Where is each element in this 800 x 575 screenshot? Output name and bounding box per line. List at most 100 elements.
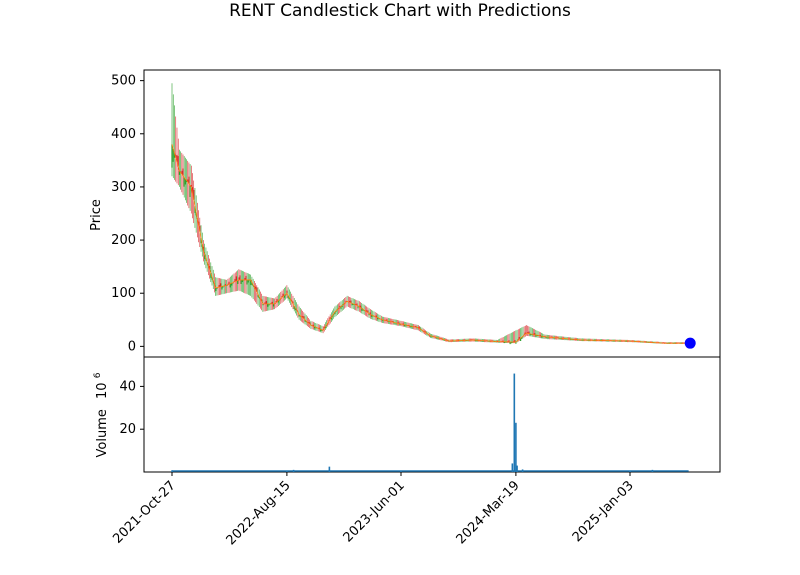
candle-body	[193, 189, 195, 200]
candle-body	[409, 326, 411, 328]
candle-body	[240, 279, 242, 284]
candle-body	[385, 319, 387, 321]
candle-body	[534, 333, 536, 335]
candle-body	[228, 281, 230, 285]
candle-body	[515, 342, 517, 344]
candle-body	[230, 283, 233, 286]
candle-body	[352, 303, 354, 305]
candle-body	[418, 327, 421, 329]
candle-body	[187, 179, 189, 183]
candle-body	[271, 301, 273, 304]
candle-body	[539, 334, 541, 336]
volume-bar	[511, 463, 514, 472]
candle-body	[398, 322, 400, 324]
candle-body	[250, 279, 252, 285]
candle-body	[510, 341, 512, 344]
candle-body	[355, 303, 357, 305]
candle-body	[323, 326, 325, 329]
candle-body	[221, 286, 223, 290]
candle-body	[237, 280, 239, 284]
price-y-tick-label: 400	[111, 127, 136, 142]
price-panel-frame	[143, 69, 721, 358]
candle-body	[245, 275, 247, 280]
candle-body	[189, 185, 191, 198]
candle-body	[276, 298, 278, 302]
candle-body	[425, 331, 427, 333]
candle-body	[345, 300, 347, 303]
candle-body	[393, 322, 395, 324]
candle-body	[211, 276, 213, 280]
candle-body	[293, 305, 295, 310]
candle-body	[281, 295, 283, 298]
candle-body	[435, 337, 437, 339]
candle-body	[321, 329, 323, 331]
candle-body	[351, 303, 353, 306]
candle-body	[171, 144, 173, 168]
candle-body	[292, 301, 294, 304]
candle-body	[339, 305, 341, 308]
x-tick-label: 2024-Mar-19	[454, 478, 523, 547]
candle-body	[340, 306, 342, 310]
volume-bar	[400, 470, 402, 472]
chart-title: RENT Candlestick Chart with Predictions	[229, 1, 571, 21]
candle-body	[191, 187, 194, 194]
candle-body	[521, 337, 523, 339]
candle-body	[262, 303, 264, 306]
volume-bar	[521, 469, 524, 472]
candle-body	[402, 323, 404, 325]
volume-bar	[516, 465, 518, 472]
volume-bar	[629, 470, 631, 472]
volume-label-multiplier: 10	[95, 382, 110, 399]
candle-body	[378, 318, 380, 320]
candle-body	[182, 168, 184, 176]
candle-body	[264, 302, 266, 304]
candle-body	[408, 324, 410, 326]
candle-body	[330, 317, 332, 320]
candle-body	[312, 324, 314, 327]
candle-body	[227, 283, 229, 285]
candle-body	[502, 340, 504, 342]
candle-body	[200, 237, 202, 244]
candle-body	[386, 319, 388, 321]
candle-body	[270, 302, 272, 304]
candle-body	[318, 327, 321, 329]
candle-body	[375, 315, 378, 318]
candle-body	[315, 327, 317, 329]
candle-body	[503, 341, 505, 344]
candle-body	[536, 335, 538, 337]
candle-body	[362, 309, 364, 311]
candle-body	[208, 266, 211, 270]
candle-body	[302, 316, 304, 318]
candle-body	[188, 176, 190, 184]
price-axis-label: Price	[89, 199, 104, 231]
price-y-tick-label: 100	[111, 286, 136, 301]
candle-body	[335, 310, 337, 313]
candle-body	[178, 170, 181, 175]
candle-body	[257, 294, 259, 298]
volume-panel-frame	[143, 356, 721, 473]
candle-body	[256, 287, 258, 292]
x-tick-label: 2025-Jan-03	[570, 478, 637, 545]
candle-body	[508, 340, 510, 342]
candle-body	[369, 312, 371, 315]
candle-body	[239, 275, 241, 280]
candle-body	[357, 305, 359, 309]
candle-body	[540, 336, 543, 338]
x-tick-label: 2021-Oct-27	[110, 478, 178, 546]
price-panel: 0 100 200 300 400 500 Price	[89, 69, 721, 358]
candle-body	[190, 185, 192, 187]
volume-bar	[328, 466, 331, 472]
candle-body	[334, 311, 336, 315]
candle-body	[219, 283, 222, 287]
candle-body	[176, 154, 178, 163]
candle-body	[294, 308, 297, 310]
candle-body	[172, 148, 174, 162]
candle-body	[282, 293, 284, 297]
candle-body	[247, 279, 249, 283]
candle-body	[520, 338, 522, 341]
candle-body	[509, 341, 511, 345]
candle-body	[216, 287, 218, 289]
candle-body	[545, 336, 547, 338]
volume-panel: 20 40 Volume 10 6	[93, 356, 721, 473]
